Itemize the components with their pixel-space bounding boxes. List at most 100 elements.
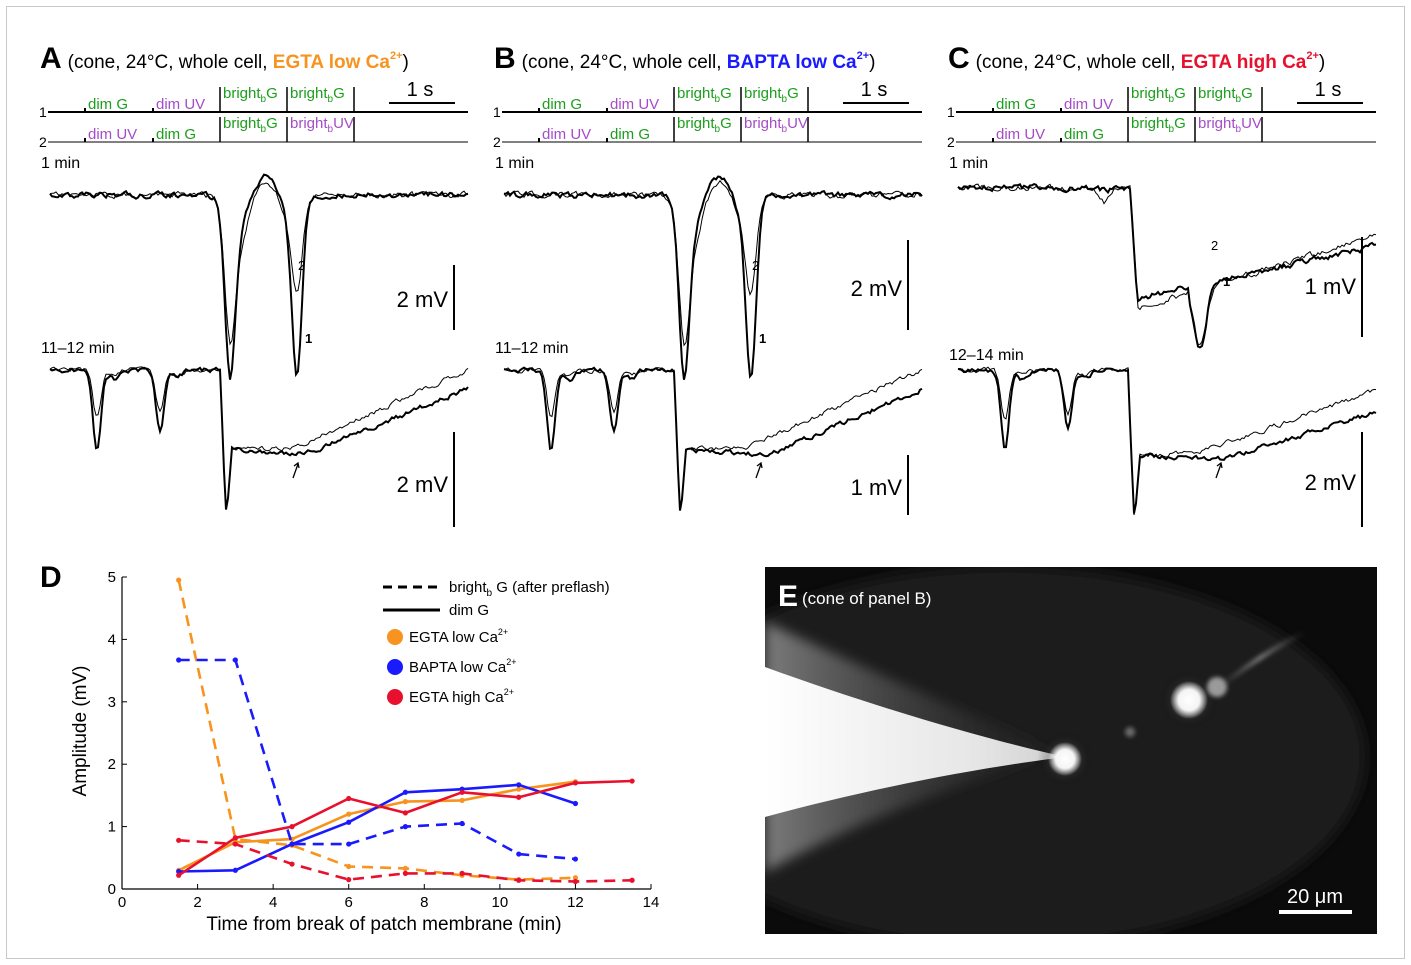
stimulus-label: dim UV	[610, 96, 659, 113]
data-point	[402, 824, 408, 830]
stimulus-label: dim UV	[542, 126, 591, 143]
stimulus-label: brightbG	[744, 85, 799, 105]
stimulus-label-subscript: b	[261, 94, 267, 105]
stimulus-label: dim UV	[1064, 96, 1113, 113]
data-point	[289, 841, 295, 847]
chart-series	[176, 577, 635, 885]
series-line-5	[178, 839, 633, 883]
legend-label-superscript: 2+	[506, 657, 516, 667]
stimulus-label-subscript: b	[328, 94, 334, 105]
data-point	[516, 782, 522, 788]
stimulus-label-tail: UV	[1241, 115, 1262, 132]
data-point	[176, 657, 182, 663]
data-point	[289, 824, 295, 830]
stimulus-row-number: 1	[493, 104, 501, 120]
stimulus-label: brightbG	[677, 85, 732, 105]
panel-title-superscript: 2+	[1306, 50, 1319, 62]
stimulus-label: brightbG	[1131, 115, 1186, 135]
stimulus-label: dim UV	[156, 96, 205, 113]
top-trace-time: 1 min	[41, 155, 80, 172]
trace-panel-c: C (cone, 24°C, whole cell, EGTA high Ca2+…	[947, 42, 1377, 527]
time-scale-label: 1 s	[861, 79, 888, 101]
data-point	[176, 837, 182, 843]
time-scale-label: 1 s	[1315, 79, 1342, 101]
trace-top-1	[503, 175, 923, 380]
legend-label-main: bright	[449, 579, 487, 596]
panel-title-prefix: (cone, 24°C, whole cell,	[68, 52, 273, 73]
data-point	[516, 786, 522, 792]
data-point	[402, 810, 408, 816]
series-line-0	[178, 780, 576, 872]
stimulus-label-tail: G	[720, 115, 732, 132]
stimulus-label: dim UV	[996, 126, 1045, 143]
panel-title-prefix: (cone, 24°C, whole cell,	[522, 52, 727, 73]
trace-top-2	[503, 179, 923, 347]
data-point	[459, 789, 465, 795]
x-tick-label: 4	[269, 894, 277, 911]
stimulus-label-subscript: b	[1169, 124, 1175, 135]
trace-panels: A (cone, 24°C, whole cell, EGTA low Ca2+)…	[39, 42, 1377, 527]
legend-label-subscript: b	[487, 588, 493, 599]
data-point	[232, 657, 238, 663]
stimulus-label: brightbG	[677, 115, 732, 135]
x-tick-label: 2	[193, 894, 201, 911]
stimulus-label-main: bright	[1198, 115, 1236, 132]
stimulus-label-tail: G	[266, 85, 278, 102]
legend-label-main: BAPTA low Ca	[409, 659, 507, 676]
legend-label-superscript: 2+	[504, 687, 514, 697]
panel-title-suffix: )	[403, 52, 409, 73]
y-axis-label: Amplitude (mV)	[70, 666, 91, 797]
panel-title-solution: BAPTA low Ca	[727, 52, 857, 73]
panel-letter: C	[948, 42, 970, 75]
stimulus-label-main: dim UV	[996, 126, 1045, 143]
data-point	[516, 794, 522, 800]
data-point	[176, 577, 182, 583]
micrograph-panel: E (cone of panel B) 20 μm	[765, 567, 1377, 934]
stimulus-row-number: 1	[39, 104, 47, 120]
trace-bottom-1	[503, 366, 923, 511]
stimulus-label: dim UV	[88, 126, 137, 143]
data-point	[346, 863, 352, 870]
data-point	[629, 877, 635, 883]
x-tick-label: 10	[492, 894, 509, 911]
stimulus-row-number: 1	[947, 104, 955, 120]
legend-style-label: brightb G (after preflash)	[449, 579, 610, 599]
top-trace-time: 1 min	[495, 155, 534, 172]
y-tick-label: 2	[108, 756, 116, 773]
stimulus-label-main: dim UV	[156, 96, 205, 113]
panel-letter-e: E	[778, 580, 798, 613]
legend-color-marker	[387, 689, 403, 705]
panel-title: C (cone, 24°C, whole cell, EGTA high Ca2+…	[948, 42, 1325, 75]
stimulus-label-tail: G	[1174, 115, 1186, 132]
trace-bottom-1	[957, 367, 1377, 514]
data-point	[346, 811, 352, 817]
data-point	[346, 795, 352, 802]
stimulus-label-main: dim G	[156, 126, 196, 143]
legend-label-main: EGTA high Ca	[409, 689, 504, 706]
x-tick-label: 6	[345, 894, 353, 911]
legend-label-main: dim G	[449, 602, 489, 619]
stimulus-label-main: bright	[744, 85, 782, 102]
arrow-marker	[1215, 461, 1223, 479]
legend-style-label: dim G	[449, 602, 489, 619]
data-point	[232, 835, 238, 841]
stimulus-label: brightbG	[223, 85, 278, 105]
trace-panel-b: B (cone, 24°C, whole cell, BAPTA low Ca2+…	[493, 42, 923, 515]
legend-color-marker	[387, 659, 403, 675]
stimulus-label-main: dim G	[610, 126, 650, 143]
data-point	[459, 820, 465, 827]
panel-title-suffix: )	[1319, 52, 1325, 73]
data-point	[629, 778, 635, 784]
data-point	[516, 877, 522, 883]
stimulus-label-subscript: b	[715, 124, 721, 135]
data-point	[459, 870, 465, 877]
trace-label-2: 2	[752, 258, 759, 273]
stimulus-label-subscript: b	[1169, 94, 1175, 105]
voltage-scale-label-bottom: 2 mV	[1305, 470, 1357, 495]
stimulus-label-main: bright	[677, 85, 715, 102]
stimulus-label-subscript: b	[1236, 124, 1242, 135]
trace-bottom-2	[49, 366, 469, 510]
legend-color-label: BAPTA low Ca2+	[409, 657, 517, 676]
